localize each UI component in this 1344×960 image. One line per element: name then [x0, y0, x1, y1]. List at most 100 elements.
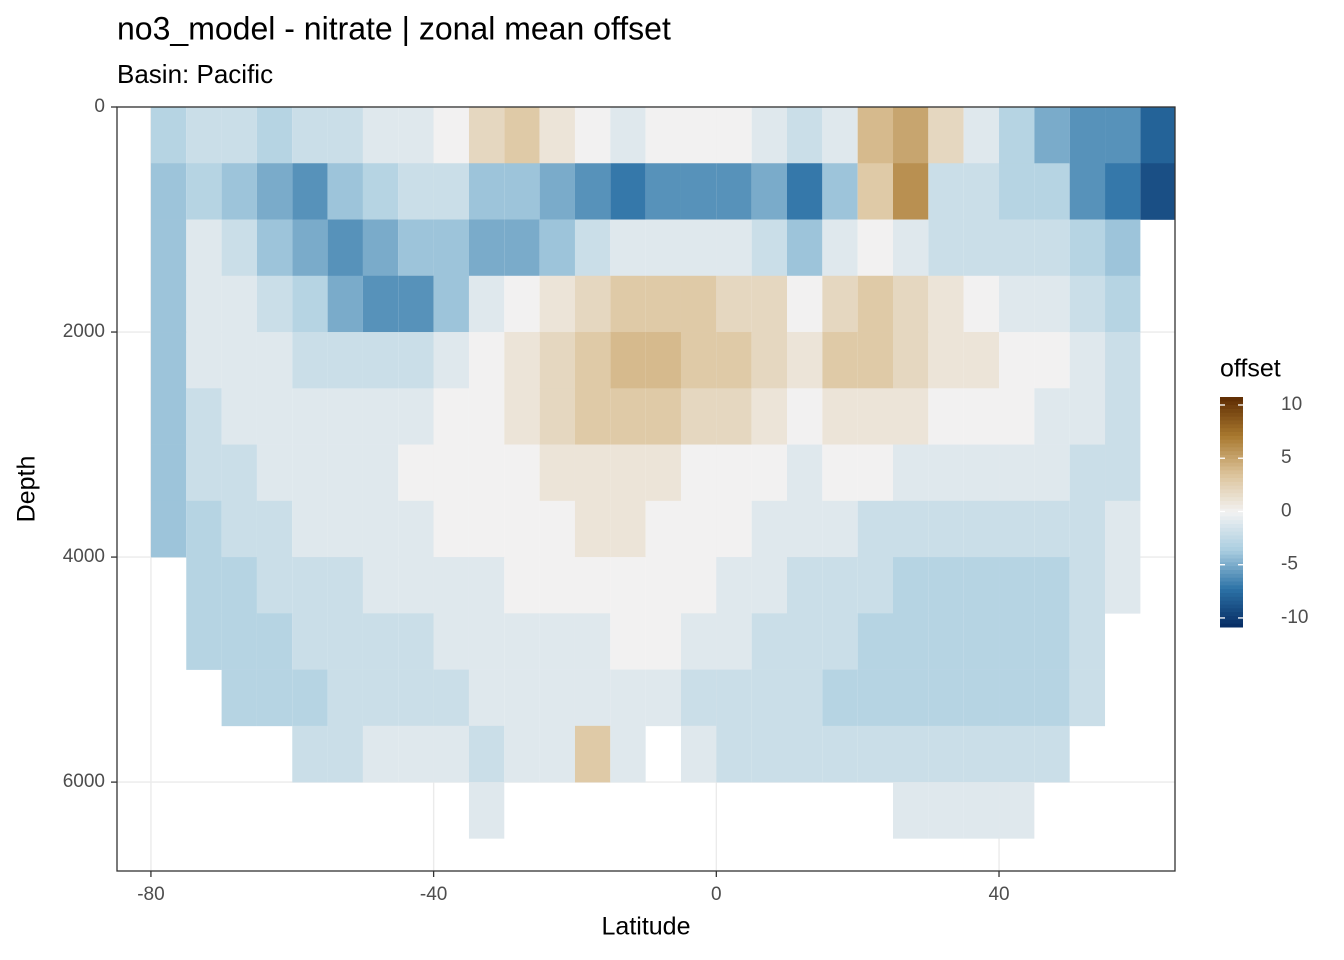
colorbar-segment: [1220, 623, 1243, 628]
heat-cell: [1069, 388, 1106, 445]
heat-cell: [751, 669, 787, 727]
heat-cell: [398, 332, 434, 389]
heat-cell: [857, 275, 894, 333]
heat-cell: [857, 500, 894, 558]
heat-cell: [751, 500, 787, 558]
heat-cell: [893, 782, 929, 839]
colorbar-segment: [1220, 561, 1243, 567]
heat-cell: [1105, 557, 1141, 614]
heat-cell: [786, 107, 823, 164]
heat-cell: [468, 500, 505, 558]
heat-cell: [751, 332, 787, 389]
colorbar-segment: [1220, 400, 1243, 406]
heat-cell: [928, 219, 964, 277]
heat-cell: [362, 107, 399, 164]
heat-cell: [398, 107, 434, 164]
heat-cell: [150, 219, 187, 277]
x-tick-label: -80: [137, 884, 164, 905]
colorbar-segment: [1220, 500, 1243, 505]
heat-cell: [398, 163, 434, 220]
heat-cell: [822, 107, 858, 164]
heat-cell: [786, 163, 823, 220]
heat-cell: [1069, 557, 1106, 614]
colorbar-segment: [1220, 523, 1243, 528]
heat-cell: [822, 219, 858, 277]
colorbar-segment: [1220, 446, 1243, 452]
heat-cell: [822, 332, 858, 389]
heat-cell: [433, 613, 469, 670]
heat-cell: [1069, 275, 1106, 333]
heat-cell: [822, 163, 858, 220]
heat-cell: [963, 725, 1000, 783]
heat-cell: [610, 669, 646, 727]
heat-cell: [539, 557, 575, 614]
heat-cell: [645, 219, 681, 277]
heat-cell: [150, 107, 187, 164]
heat-cell: [1105, 219, 1141, 277]
heat-cell: [786, 613, 823, 670]
heat-cell: [398, 500, 434, 558]
heat-cell: [327, 444, 363, 502]
colorbar-segment: [1220, 604, 1243, 609]
heat-cell: [680, 613, 717, 670]
colorbar-segment: [1220, 477, 1243, 482]
heat-cell: [504, 163, 540, 220]
heat-cell: [716, 613, 752, 670]
heat-cell: [574, 107, 611, 164]
heat-cell: [893, 332, 929, 389]
heat-cell: [822, 388, 858, 445]
heat-cell: [645, 500, 681, 558]
colorbar-segment: [1220, 542, 1243, 547]
heat-cell: [893, 500, 929, 558]
heat-cell: [928, 500, 964, 558]
heat-cell: [786, 669, 823, 727]
heat-cell: [221, 107, 257, 164]
heat-cell: [504, 107, 540, 164]
heat-cell: [610, 613, 646, 670]
heat-cell: [292, 332, 328, 389]
y-tick-label: 0: [94, 96, 105, 117]
heat-cell: [186, 219, 222, 277]
heat-cell: [751, 557, 787, 614]
colorbar-segment: [1220, 435, 1243, 440]
colorbar-segment: [1220, 439, 1243, 444]
heat-cell: [433, 725, 469, 783]
heat-cell: [292, 107, 328, 164]
heat-cell: [999, 388, 1035, 445]
heat-cell: [186, 332, 222, 389]
heat-cell: [1034, 332, 1070, 389]
colorbar-segment: [1220, 611, 1243, 616]
heat-cell: [504, 725, 540, 783]
heat-cell: [893, 275, 929, 333]
heat-cell: [362, 332, 399, 389]
heat-cell: [504, 332, 540, 389]
heat-cell: [928, 669, 964, 727]
heat-cell: [680, 444, 717, 502]
heat-cell: [610, 725, 646, 783]
heat-cell: [963, 444, 1000, 502]
heat-cell: [857, 388, 894, 445]
colorbar-segment: [1220, 565, 1243, 570]
heat-cell: [999, 669, 1035, 727]
heat-cell: [999, 500, 1035, 558]
heat-cell: [928, 725, 964, 783]
heat-cell: [857, 557, 894, 614]
heat-cell: [468, 782, 505, 839]
heat-cell: [327, 613, 363, 670]
colorbar-segment: [1220, 573, 1243, 578]
colorbar-segment: [1220, 466, 1243, 471]
heat-cell: [292, 613, 328, 670]
heat-cell: [221, 163, 257, 220]
heat-cell: [362, 669, 399, 727]
heat-cell: [256, 613, 293, 670]
heat-cell: [645, 332, 681, 389]
heat-cell: [362, 557, 399, 614]
colorbar-segment: [1220, 596, 1243, 601]
heat-cell: [221, 444, 257, 502]
heat-cell: [327, 557, 363, 614]
heat-cell: [468, 557, 505, 614]
heat-cell: [645, 613, 681, 670]
heat-cell: [186, 107, 222, 164]
heat-cell: [362, 388, 399, 445]
heat-cell: [256, 163, 293, 220]
